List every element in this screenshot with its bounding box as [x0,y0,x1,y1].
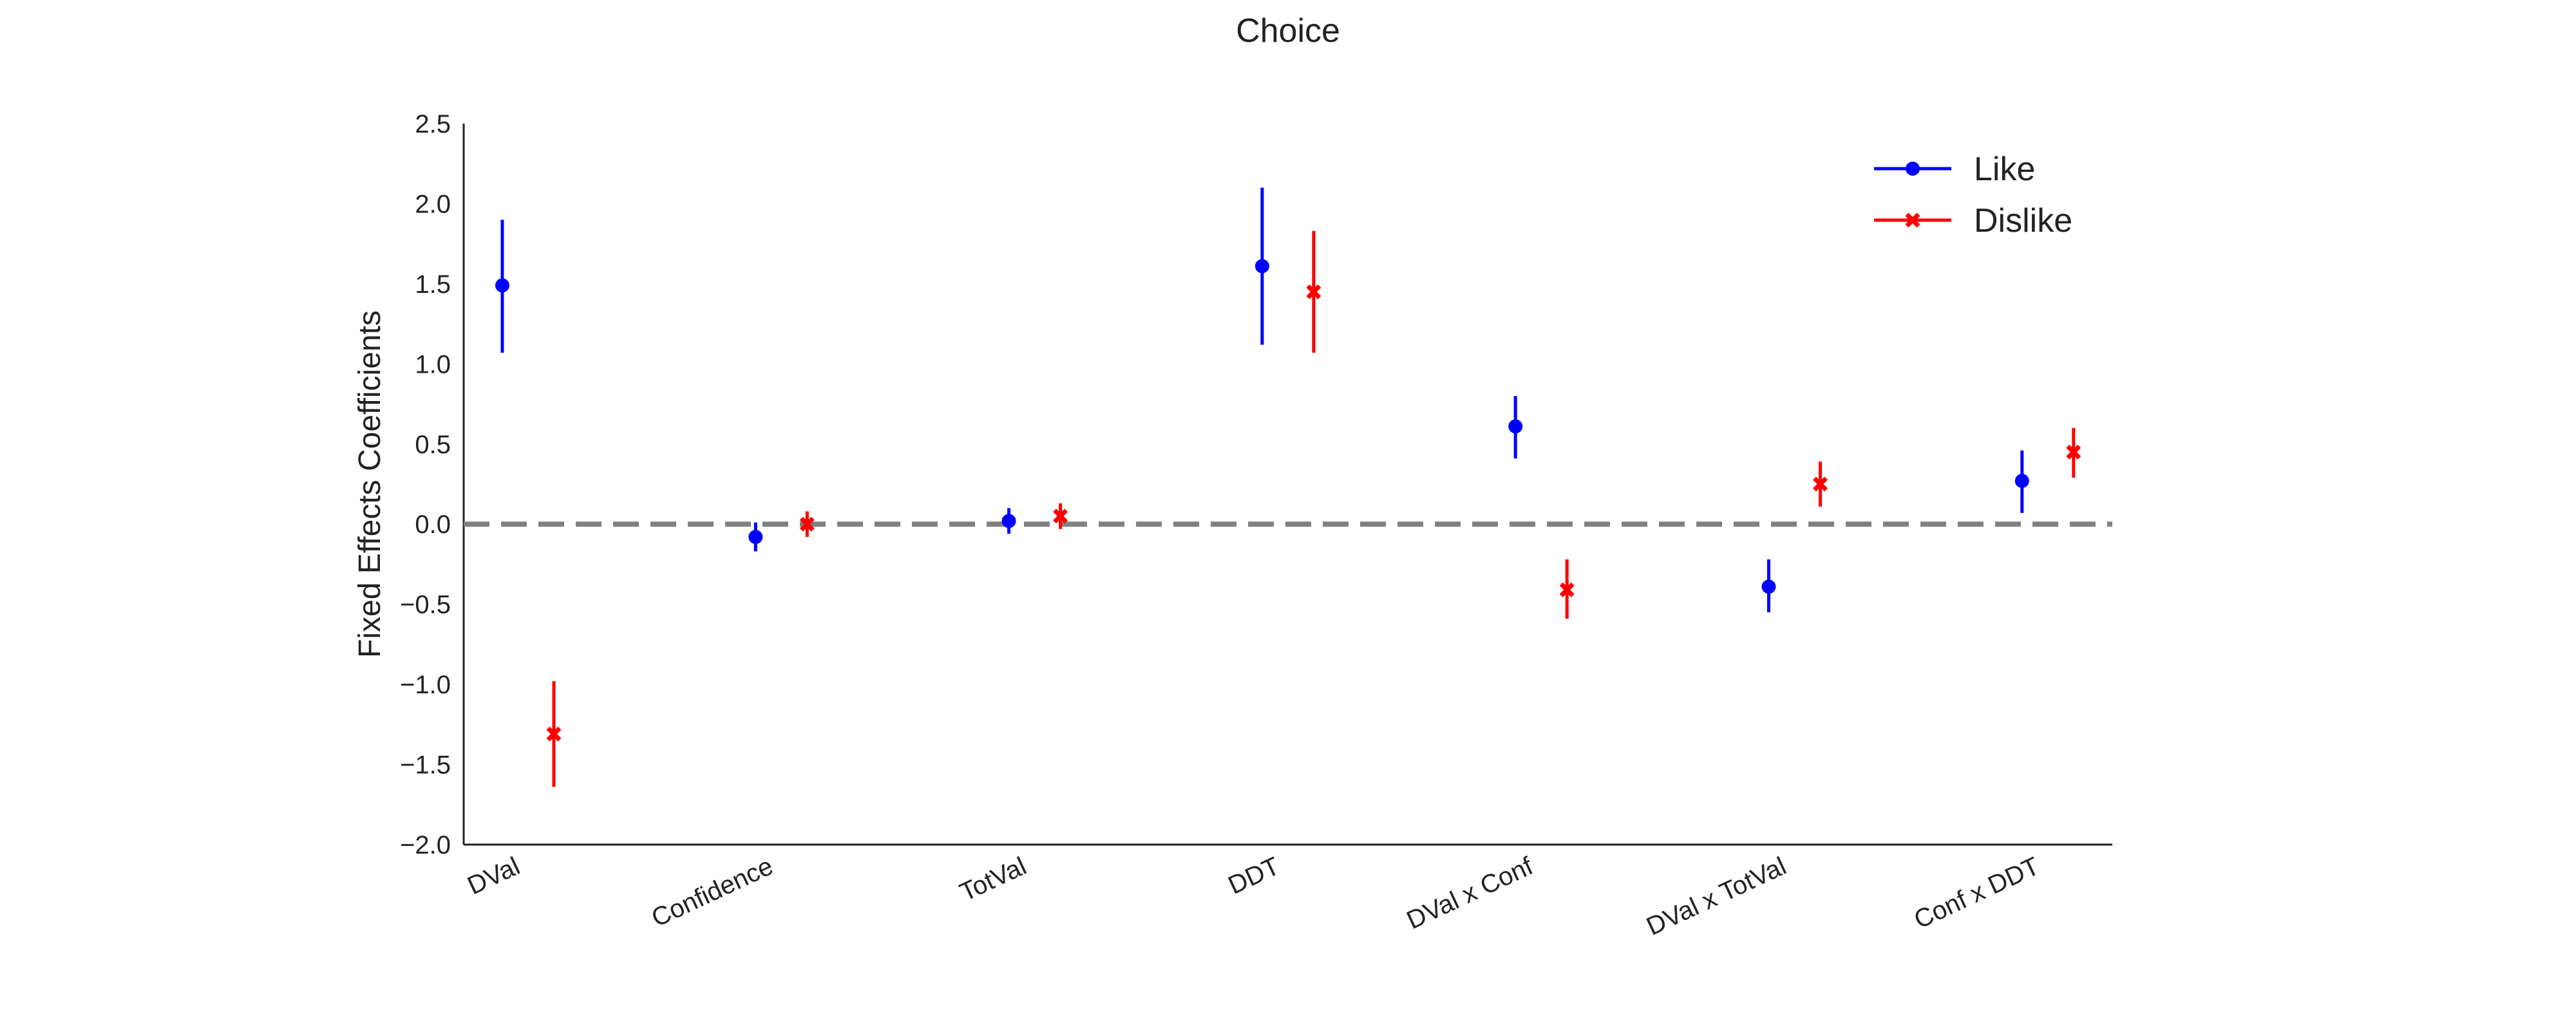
y-tick-label: 0.5 [415,431,451,459]
data-point-like [748,530,763,545]
y-tick-label: 2.5 [415,110,451,138]
y-tick-label: 1.5 [415,270,451,299]
legend-marker-like [1906,162,1920,176]
x-tick-label: TotVal [956,852,1031,907]
data-point-dislike [2066,444,2081,460]
y-tick-label: −1.5 [400,751,451,780]
legend-marker-dislike [1905,212,1920,228]
y-tick-label: −2.0 [400,831,451,859]
y-tick-label: 2.0 [415,190,451,218]
legend-label-like: Like [1974,151,2035,188]
y-tick-label: −0.5 [400,591,451,619]
legend-label-dislike: Dislike [1974,202,2072,239]
data-point-dislike [1559,582,1575,597]
data-point-dislike [1813,476,1828,492]
x-tick-label: Conf x DDT [1910,852,2044,934]
data-point-like [1508,419,1523,434]
data-point-like [1761,579,1776,594]
x-tick-label: Confidence [647,852,777,932]
data-point-dislike [799,516,815,532]
y-tick-label: 1.0 [415,350,451,379]
data-point-dislike [1306,284,1321,299]
legend: Like Dislike [1874,151,2072,239]
chart-title: Choice [1236,12,1340,50]
data-point-like [2014,474,2029,489]
data-point-like [1255,259,1269,274]
data-point-like [1001,514,1016,529]
data-point-dislike [546,726,562,742]
plot-area: −2.0 −1.5 −1.0 −0.5 0.0 0.5 1.0 1.5 2.0 2.5 DVal Co… [400,110,2112,941]
y-tick-label: −1.0 [400,671,451,699]
y-axis-label: Fixed Effects Coefficients [353,310,387,658]
x-tick-label: DVal [463,852,524,900]
y-tick-label: 0.0 [415,510,451,539]
data-point-dislike [1053,509,1068,524]
x-tick-label: DVal x Conf [1403,852,1538,935]
data-point-like [495,278,509,293]
x-tick-label: DVal x TotVal [1642,852,1790,941]
x-tick-label: DDT [1224,852,1284,900]
